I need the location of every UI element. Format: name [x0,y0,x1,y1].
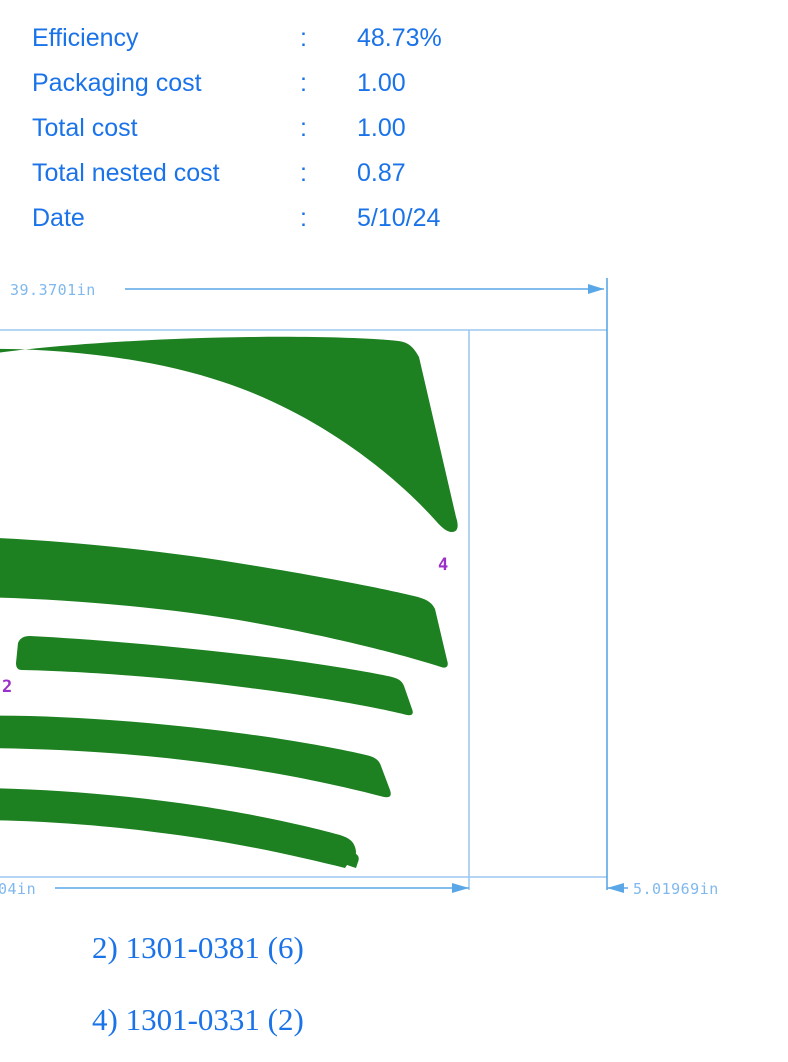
summary-separator: : [300,24,307,52]
dimension-top: 39.3701in [10,281,604,299]
dimension-bottom-right-label: 5.01969in [633,880,719,898]
nested-parts-group [0,336,458,868]
part-marker-4: 4 [438,555,448,575]
nested-part-shape [0,806,351,868]
summary-row-total-nested-cost: Total nested cost : 0.87 [0,151,560,196]
nested-part-shape [0,336,458,532]
nested-part-shape [16,636,413,716]
summary-value-packaging-cost: 1.00 [357,69,406,97]
summary-label-date: Date [32,204,85,232]
part-legend: 2) 1301-0381 (6) 4) 1301-0331 (2) [0,912,788,1056]
legend-row: 4) 1301-0331 (2) [0,984,788,1056]
dimension-bottom-right-arrow [607,883,624,893]
summary-row-packaging-cost: Packaging cost : 1.00 [0,61,560,106]
summary-value-total-cost: 1.00 [357,114,406,142]
summary-value-date: 5/10/24 [357,204,441,232]
legend-row: 2) 1301-0381 (6) [0,912,788,984]
nested-part-shape [0,794,359,868]
summary-label-total-nested-cost: Total nested cost [32,159,220,187]
summary-row-efficiency: Efficiency : 48.73% [0,16,560,61]
summary-row-date: Date : 5/10/24 [0,196,560,241]
sheet-outline [0,278,608,890]
nested-part-shape [0,715,391,798]
nest-canvas: 39.3701in [0,278,719,898]
dimension-bottom-left-label: 04in [0,880,36,898]
summary-separator: : [300,159,307,187]
summary-label-total-cost: Total cost [32,114,138,142]
part-marker-group: 4 2 [2,555,448,697]
summary-separator: : [300,114,307,142]
part-marker-2: 2 [2,677,12,697]
legend-item-1301-0331: 4) 1301-0331 (2) [92,1002,304,1037]
nest-drawing: 39.3701in [0,260,788,910]
summary-value-efficiency: 48.73% [357,24,442,52]
summary-panel: Efficiency : 48.73% Packaging cost : 1.0… [0,16,560,241]
dimension-top-label: 39.3701in [10,281,96,299]
summary-separator: : [300,204,307,232]
summary-separator: : [300,69,307,97]
dimension-bottom-left: 04in [0,880,469,898]
nested-part-shape [0,538,448,668]
summary-label-packaging-cost: Packaging cost [32,69,202,97]
dimension-bottom-left-arrow [452,883,469,893]
summary-value-total-nested-cost: 0.87 [357,159,406,187]
dimension-top-arrow-right [588,284,604,294]
dimension-bottom-right: 5.01969in [607,880,719,898]
summary-label-efficiency: Efficiency [32,24,139,52]
summary-row-total-cost: Total cost : 1.00 [0,106,560,151]
legend-item-1301-0381: 2) 1301-0381 (6) [92,930,304,965]
